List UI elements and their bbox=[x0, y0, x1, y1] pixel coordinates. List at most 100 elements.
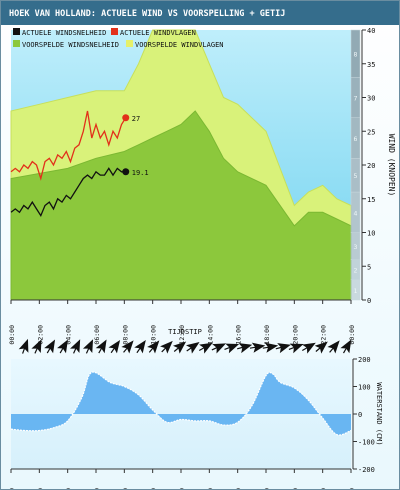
tide-y-axis: -200 -100 0 100 200 bbox=[352, 356, 375, 474]
wind-direction-arrow bbox=[198, 342, 213, 354]
wind-direction-arrow bbox=[275, 343, 291, 354]
x-tick-label: 12:00 bbox=[178, 325, 186, 345]
wind-tick-label: 25 bbox=[367, 128, 375, 136]
wind-direction-arrow bbox=[288, 343, 304, 354]
tide-line bbox=[10, 371, 352, 436]
arrow-shape bbox=[134, 339, 146, 354]
x-tick-label: 00:00 bbox=[348, 325, 356, 345]
page-title: HOEK VAN HOLLAND: ACTUELE WIND VS VOORSP… bbox=[9, 9, 285, 19]
wind-y-axis: 0 5 10 15 20 25 30 35 40 bbox=[361, 27, 375, 305]
arrow-shape bbox=[31, 339, 42, 354]
wind-direction-arrow bbox=[237, 343, 253, 354]
wind-direction-arrow bbox=[262, 342, 279, 353]
arrow-shape bbox=[288, 343, 304, 354]
x-tick-label: 20:00 bbox=[291, 325, 299, 345]
actual-gust-line bbox=[10, 110, 127, 181]
wind-tick-label: 35 bbox=[367, 61, 375, 69]
tide-tick-label: 0 bbox=[358, 411, 362, 419]
arrow-shape bbox=[186, 342, 200, 354]
beaufort-label: 6 bbox=[354, 135, 358, 143]
arrow-shape bbox=[173, 341, 187, 354]
wind-tick-label: 5 bbox=[367, 263, 371, 271]
forecast-speed-area bbox=[10, 110, 352, 301]
beaufort-label: 3 bbox=[354, 243, 358, 251]
tide-x-tick-label: 02:00 bbox=[36, 488, 44, 489]
legend-swatch-actual-speed bbox=[13, 28, 20, 35]
tide-x-tick-label: 00:00 bbox=[348, 488, 356, 489]
wind-tick-label: 15 bbox=[367, 196, 375, 204]
x-tick-label: 14:00 bbox=[206, 325, 214, 345]
last-value-label: 27 bbox=[132, 115, 140, 123]
wind-direction-arrow bbox=[108, 339, 121, 354]
tide-x-tick-label: 20:00 bbox=[291, 488, 299, 489]
tide-tick-label: -200 bbox=[358, 466, 375, 474]
wind-direction-arrow bbox=[249, 342, 266, 353]
wind-direction-arrow bbox=[173, 341, 187, 354]
x-tick-label: 22:00 bbox=[320, 325, 328, 345]
wind-axis-label: WIND (KNOPEN) bbox=[387, 134, 396, 197]
wind-direction-arrow bbox=[134, 339, 146, 354]
tide-x-axis: 00:00 02:00 04:00 06:00 08:00 10:00 12:00 14:00… bbox=[8, 468, 356, 489]
wind-direction-arrow bbox=[95, 339, 107, 354]
arrow-shape bbox=[147, 340, 160, 354]
wind-direction-arrow bbox=[160, 340, 173, 354]
last-value-label: 19.1 bbox=[132, 169, 149, 177]
wind-direction-arrow bbox=[211, 343, 227, 354]
tide-x-tick-label: 00:00 bbox=[8, 488, 16, 489]
wind-direction-arrow bbox=[31, 339, 42, 354]
legend: ACTUELE WINDSNELHEID ACTUELE WINDVLAGEN … bbox=[13, 28, 224, 49]
wind-direction-arrow bbox=[186, 342, 200, 354]
tide-tick-label: 100 bbox=[358, 384, 371, 392]
wind-direction-arrow bbox=[301, 342, 316, 354]
wind-direction-arrow bbox=[82, 339, 94, 354]
title-bar bbox=[1, 1, 399, 25]
arrow-shape bbox=[108, 339, 121, 354]
wind-tick-label: 0 bbox=[367, 297, 371, 305]
tide-x-tick-label: 06:00 bbox=[93, 488, 101, 489]
wind-direction-arrow bbox=[70, 339, 81, 354]
wind-direction-arrow bbox=[327, 340, 340, 354]
beaufort-label: 4 bbox=[354, 209, 358, 217]
arrow-shape bbox=[198, 342, 213, 354]
tide-x-tick-label: 08:00 bbox=[121, 488, 129, 489]
beaufort-scale: 1 2 3 4 5 6 7 8 bbox=[350, 29, 361, 301]
beaufort-label: 1 bbox=[354, 287, 358, 295]
x-tick-label: 18:00 bbox=[263, 325, 271, 345]
last-value-marker bbox=[122, 114, 130, 122]
wind-direction-arrow bbox=[224, 343, 240, 354]
legend-swatch-actual-gust bbox=[111, 28, 118, 35]
arrow-shape bbox=[224, 343, 240, 354]
arrow-shape bbox=[57, 339, 68, 354]
tide-x-tick-label: 12:00 bbox=[178, 488, 186, 489]
arrow-shape bbox=[211, 343, 227, 354]
arrow-shape bbox=[249, 342, 266, 353]
beaufort-label: 7 bbox=[354, 95, 358, 103]
x-tick-label: 00:00 bbox=[8, 325, 16, 345]
tide-tick-label: -100 bbox=[358, 439, 375, 447]
beaufort-label: 8 bbox=[354, 51, 358, 59]
tide-x-tick-label: 18:00 bbox=[263, 488, 271, 489]
wind-direction-arrow bbox=[18, 338, 29, 354]
legend-label-forecast-speed: VOORSPELDE WINDSNELHEID bbox=[22, 41, 119, 49]
legend-label-actual-speed: ACTUELE WINDSNELHEID bbox=[22, 29, 106, 37]
x-axis: 00:00 02:00 04:00 06:00 08:00 10:00 12:00 14:00… bbox=[8, 299, 356, 345]
arrow-shape bbox=[262, 342, 279, 353]
wind-tick-label: 10 bbox=[367, 230, 375, 238]
tide-tick-label: 200 bbox=[358, 356, 371, 364]
x-tick-label: 06:00 bbox=[93, 325, 101, 345]
beaufort-segment bbox=[350, 29, 361, 78]
legend-swatch-forecast-speed bbox=[13, 40, 20, 47]
arrow-shape bbox=[160, 340, 173, 354]
x-axis-label: TIJDSTIP bbox=[168, 328, 202, 336]
arrow-shape bbox=[18, 338, 29, 354]
wind-direction-arrow bbox=[340, 339, 352, 354]
arrow-shape bbox=[301, 342, 316, 354]
beaufort-label: 5 bbox=[354, 172, 358, 180]
wind-direction-arrow bbox=[121, 340, 134, 354]
wind-chart: 27 19.1 bbox=[10, 29, 352, 301]
arrow-shape bbox=[70, 339, 81, 354]
wind-direction-arrow bbox=[314, 341, 328, 354]
tide-x-tick-label: 04:00 bbox=[65, 488, 73, 489]
